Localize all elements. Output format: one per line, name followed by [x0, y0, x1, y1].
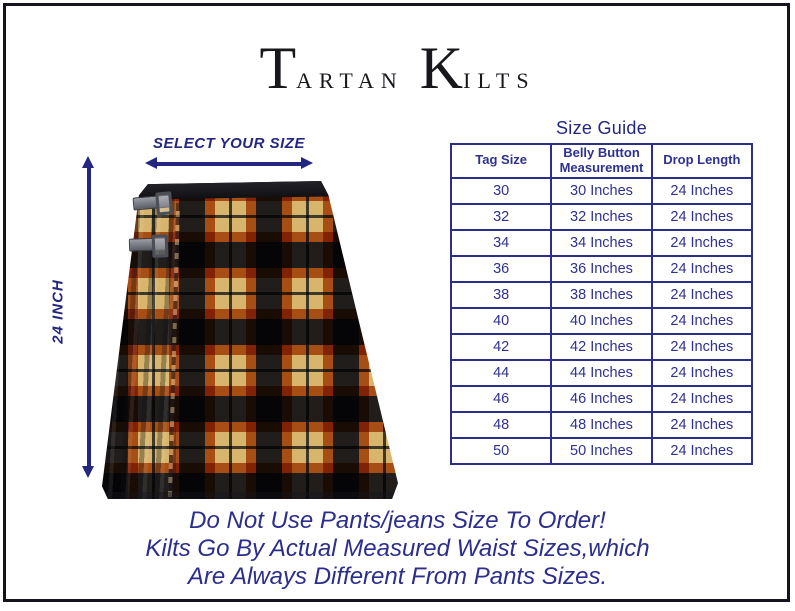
select-your-size-label: SELECT YOUR SIZE: [153, 135, 305, 152]
arrow-line: [152, 162, 306, 166]
belly-measurement-cell: 34 Inches: [550, 228, 653, 257]
drop-length-cell: 24 Inches: [650, 176, 754, 205]
size-table-row: 34 34 Inches 24 Inches: [449, 228, 754, 257]
size-guide-table: Tag Size Belly Button Measurement Drop L…: [449, 143, 754, 465]
drop-length-cell: 24 Inches: [650, 202, 754, 231]
order-warning-text: Do Not Use Pants/jeans Size To Order! Ki…: [0, 507, 795, 591]
logo-letter-k: K: [419, 35, 464, 101]
width-measure-arrow: [145, 157, 313, 170]
drop-length-cell: 24 Inches: [650, 254, 754, 283]
warning-line-1: Do Not Use Pants/jeans Size To Order!: [189, 507, 606, 534]
tag-size-cell: 30: [449, 176, 553, 205]
tag-size-cell: 50: [449, 436, 553, 465]
arrow-down-head-icon: [82, 466, 94, 478]
belly-measurement-cell: 32 Inches: [550, 202, 653, 231]
tag-size-cell: 44: [449, 358, 553, 387]
kilt-product-image: [102, 181, 398, 499]
size-table-row: 38 38 Inches 24 Inches: [449, 280, 754, 309]
brand-logo: TARTAN KILTS: [0, 38, 795, 98]
size-table-row: 40 40 Inches 24 Inches: [449, 306, 754, 335]
belly-measurement-cell: 38 Inches: [550, 280, 653, 309]
tag-size-cell: 32: [449, 202, 553, 231]
kilt-hem-shadow: [102, 492, 398, 499]
tag-size-cell: 46: [449, 384, 553, 413]
size-table-row: 46 46 Inches 24 Inches: [449, 384, 754, 413]
size-table-row: 50 50 Inches 24 Inches: [449, 436, 754, 465]
logo-letter-t: T: [259, 35, 297, 101]
tag-size-cell: 36: [449, 254, 553, 283]
drop-length-cell: 24 Inches: [650, 332, 754, 361]
size-table-row: 36 36 Inches 24 Inches: [449, 254, 754, 283]
kilt-buckle-strap-bottom: [128, 237, 167, 252]
tag-size-cell: 40: [449, 306, 553, 335]
drop-length-header: Drop Length: [650, 143, 754, 179]
size-table-head: Tag Size Belly Button Measurement Drop L…: [449, 143, 754, 179]
belly-measurement-header: Belly Button Measurement: [550, 143, 653, 179]
size-guide-title: Size Guide: [555, 118, 648, 138]
belly-measurement-cell: 48 Inches: [550, 410, 653, 439]
size-table-row: 30 30 Inches 24 Inches: [449, 176, 754, 205]
size-table-row: 48 48 Inches 24 Inches: [449, 410, 754, 439]
belly-measurement-cell: 40 Inches: [550, 306, 653, 335]
drop-length-cell: 24 Inches: [650, 228, 754, 257]
logo-word-tartan: ARTAN: [296, 68, 404, 93]
belly-measurement-cell: 50 Inches: [550, 436, 653, 465]
size-table-row: 44 44 Inches 24 Inches: [449, 358, 754, 387]
belly-measurement-cell: 36 Inches: [550, 254, 653, 283]
arrow-line: [87, 163, 91, 471]
tag-size-cell: 34: [449, 228, 553, 257]
size-table-body: 30 30 Inches 24 Inches 32 32 Inches 24 Inches…: [449, 176, 754, 465]
drop-measure-arrow: [82, 156, 95, 478]
arrow-up-head-icon: [82, 156, 94, 168]
belly-measurement-cell: 30 Inches: [550, 176, 653, 205]
belly-measurement-cell: 42 Inches: [550, 332, 653, 361]
logo-word-kilts: ILTS: [463, 68, 536, 93]
size-table-row: 32 32 Inches 24 Inches: [449, 202, 754, 231]
kilt-buckle-strap-top: [132, 194, 171, 211]
drop-length-cell: 24 Inches: [650, 306, 754, 335]
belly-measurement-cell: 44 Inches: [550, 358, 653, 387]
tag-size-header: Tag Size: [449, 143, 553, 179]
drop-length-cell: 24 Inches: [650, 358, 754, 387]
arrow-left-head-icon: [145, 157, 157, 169]
tag-size-cell: 48: [449, 410, 553, 439]
drop-length-cell: 24 Inches: [650, 410, 754, 439]
tag-size-cell: 42: [449, 332, 553, 361]
size-table-header-row: Tag Size Belly Button Measurement Drop L…: [449, 143, 754, 179]
drop-length-cell: 24 Inches: [650, 280, 754, 309]
tag-size-cell: 38: [449, 280, 553, 309]
belly-measurement-cell: 46 Inches: [550, 384, 653, 413]
warning-line-2: Kilts Go By Actual Measured Waist Sizes,…: [145, 535, 650, 562]
size-table-row: 42 42 Inches 24 Inches: [449, 332, 754, 361]
drop-length-label: 24 INCH: [49, 279, 67, 344]
drop-length-cell: 24 Inches: [650, 384, 754, 413]
arrow-right-head-icon: [301, 157, 313, 169]
warning-line-3: Are Always Different From Pants Sizes.: [187, 563, 608, 590]
drop-length-cell: 24 Inches: [650, 436, 754, 465]
